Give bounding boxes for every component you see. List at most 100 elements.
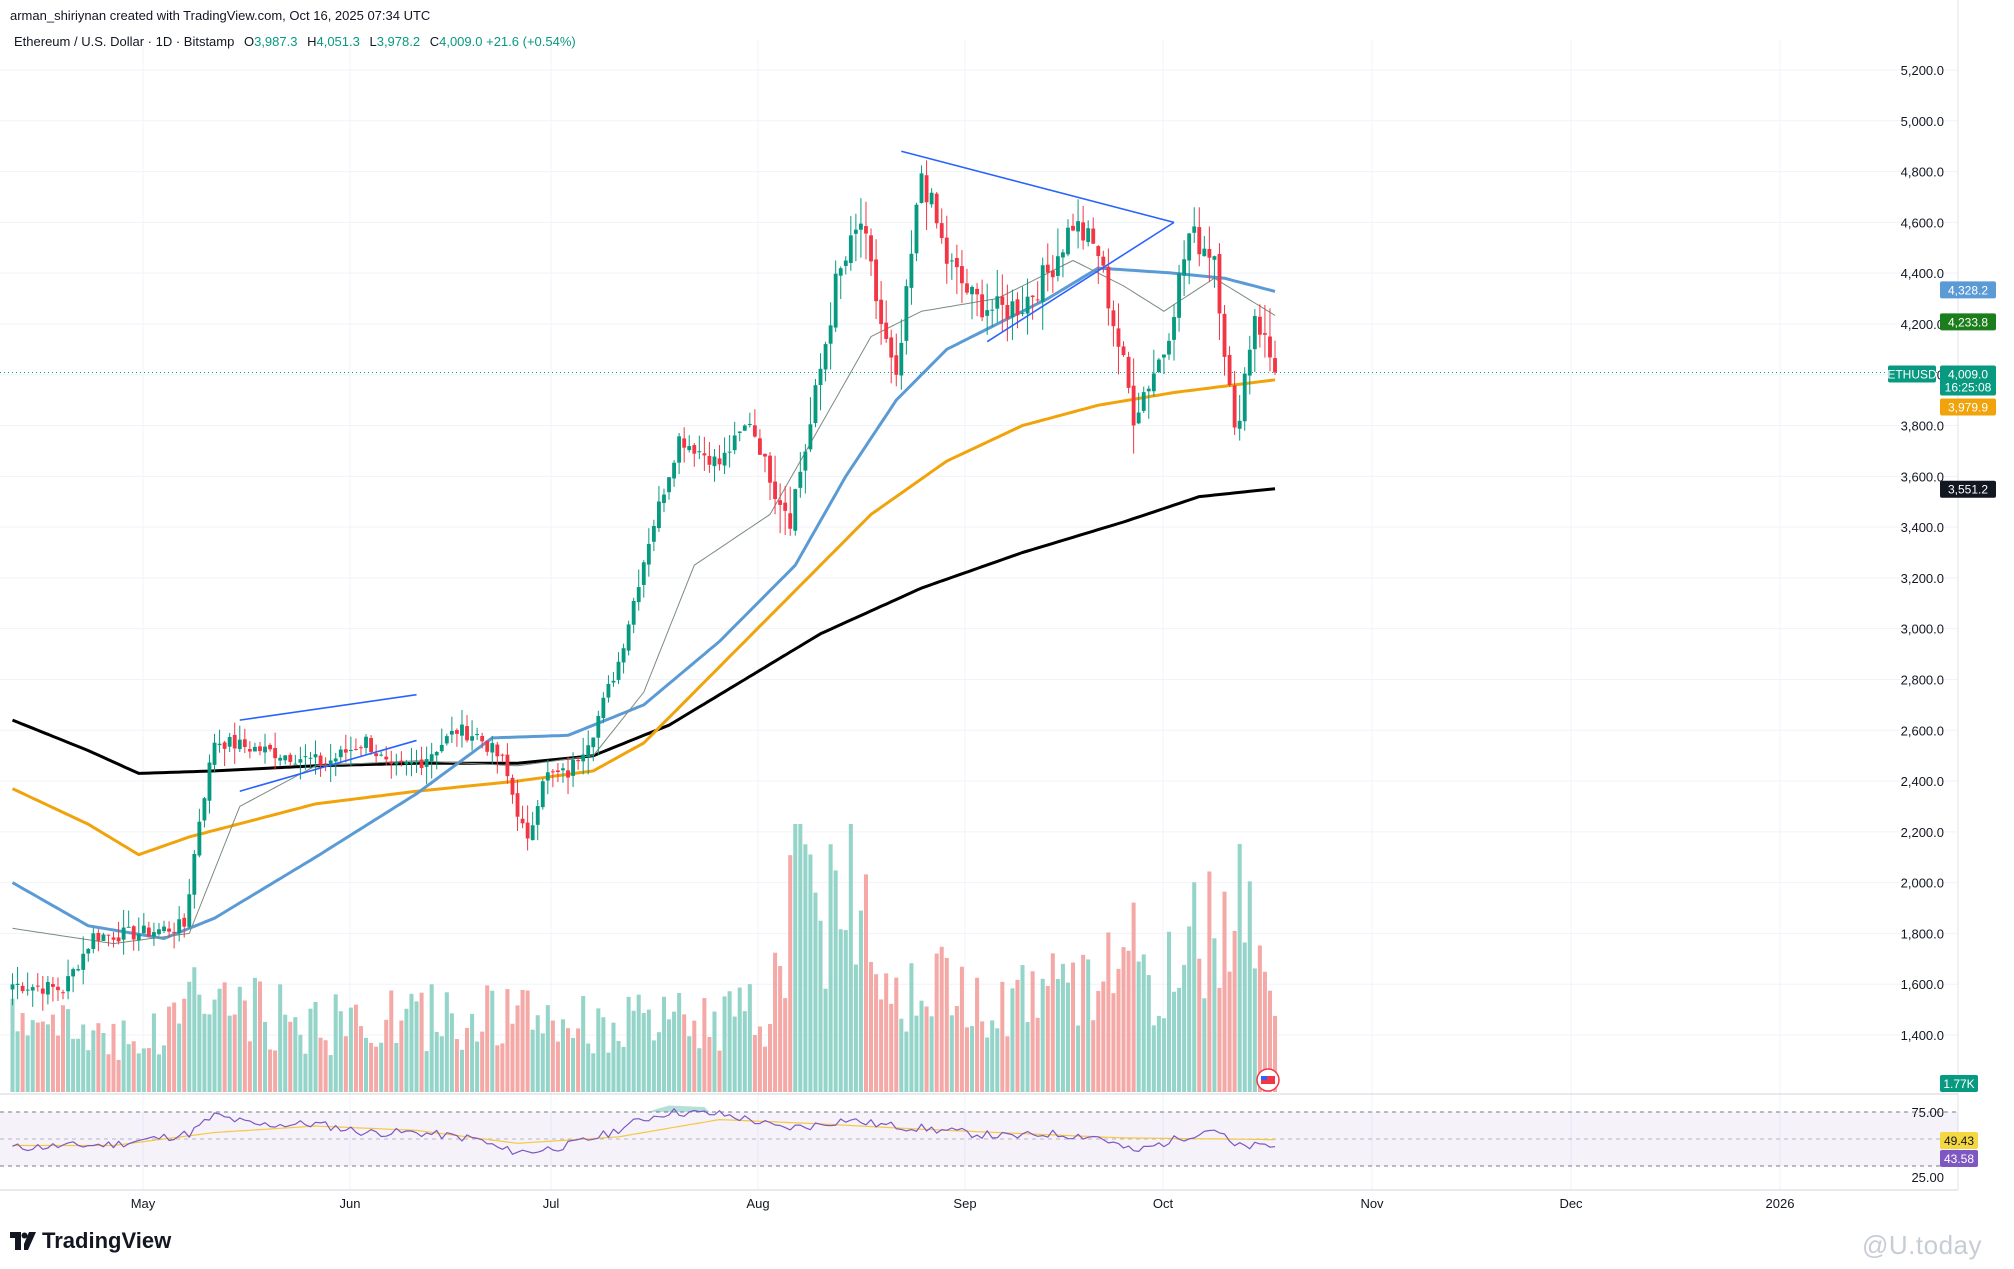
time-tick: Jul xyxy=(543,1196,560,1211)
candle-body xyxy=(980,294,985,318)
volume-bar xyxy=(1010,988,1015,1092)
candle-body xyxy=(1091,228,1096,244)
volume-bar xyxy=(1045,985,1050,1092)
symbol-badge-bg xyxy=(1888,365,1936,383)
channel-upper[interactable] xyxy=(239,693,417,721)
candle-body xyxy=(1217,254,1222,314)
candle-body xyxy=(1005,304,1010,319)
channel-lower[interactable] xyxy=(239,739,417,792)
candle-body xyxy=(828,325,833,344)
candle-body xyxy=(525,822,530,839)
candle-body xyxy=(1197,227,1202,255)
tradingview-logo[interactable]: TradingView xyxy=(10,1228,171,1254)
volume-bar xyxy=(869,961,874,1092)
volume-bar xyxy=(298,1034,303,1092)
candle-body xyxy=(1263,333,1267,335)
candle-body xyxy=(853,229,858,234)
volume-bar xyxy=(641,1013,646,1092)
ma200-line xyxy=(11,487,1276,775)
volume-bar xyxy=(1111,993,1116,1092)
volume-bar xyxy=(1257,945,1262,1092)
candle-body xyxy=(202,798,207,821)
volume-bar xyxy=(1121,947,1126,1092)
candle-body xyxy=(1232,385,1237,428)
volume-bar xyxy=(15,1031,20,1092)
volume-bar xyxy=(374,1046,379,1092)
volume-bar xyxy=(1197,958,1202,1092)
volume-bar xyxy=(1146,975,1151,1092)
candle-body xyxy=(101,934,106,941)
candle-body xyxy=(364,736,368,748)
candle-body xyxy=(530,825,535,841)
candle-body xyxy=(111,937,116,940)
candle-body xyxy=(369,738,373,753)
candle-body xyxy=(1187,233,1192,261)
candle-body xyxy=(1227,354,1232,385)
candle-body xyxy=(1126,356,1131,388)
badge-text: 3,551.2 xyxy=(1948,483,1988,497)
price-tick: 3,600.0 xyxy=(1901,469,1944,484)
volume-bar xyxy=(773,952,778,1092)
candle-body xyxy=(182,917,187,927)
volume-bar xyxy=(949,1015,954,1092)
trendlines[interactable] xyxy=(239,150,1175,792)
volume-bar xyxy=(121,1020,126,1092)
candle-body xyxy=(177,919,182,934)
candle-body xyxy=(566,770,570,778)
volume-bar xyxy=(1071,962,1076,1092)
volume-bar xyxy=(752,1035,757,1092)
candle-body xyxy=(263,746,267,753)
candle-body xyxy=(455,730,459,734)
volume-bar xyxy=(510,1023,515,1092)
volume-bar xyxy=(439,1036,444,1092)
candle-body xyxy=(439,744,444,752)
volume-bar xyxy=(1141,954,1146,1092)
volume-bar xyxy=(197,994,202,1092)
candle-body xyxy=(742,425,747,431)
volume-bar xyxy=(434,1031,439,1092)
volume-bar xyxy=(1177,987,1182,1092)
volume-bar xyxy=(257,981,262,1092)
candle-body xyxy=(1055,256,1060,276)
volume-bar xyxy=(490,990,495,1092)
candle-body xyxy=(35,985,40,987)
volume-bar xyxy=(1237,843,1242,1092)
volume-bar xyxy=(1202,998,1207,1092)
candle-body xyxy=(141,925,146,934)
volume-bar xyxy=(1076,1025,1081,1092)
volume-bar xyxy=(172,1002,177,1092)
volume-bar xyxy=(879,999,884,1092)
volume-bar xyxy=(217,988,222,1092)
us-flag-icon[interactable] xyxy=(1256,1068,1280,1092)
symbol-desc[interactable]: Ethereum / U.S. Dollar · 1D · Bitstamp xyxy=(14,34,235,49)
volume-bar xyxy=(1262,971,1267,1092)
candle-body xyxy=(242,739,247,747)
triangle-lower[interactable] xyxy=(986,221,1175,343)
volume-bar xyxy=(601,1017,606,1092)
volume-bar xyxy=(651,1040,656,1092)
volume-bar xyxy=(909,963,914,1092)
volume-bar xyxy=(606,1052,611,1092)
candle-body xyxy=(556,770,560,773)
triangle-upper[interactable] xyxy=(901,150,1175,224)
candle-body xyxy=(596,715,601,738)
volume-bar xyxy=(985,1037,990,1092)
volume-bar xyxy=(975,977,980,1092)
candle-body xyxy=(899,342,904,376)
volume-bar xyxy=(566,1028,571,1092)
candle-body xyxy=(1071,225,1075,231)
volume-bar xyxy=(964,1027,969,1092)
candle-body xyxy=(611,680,616,683)
volume-bar xyxy=(1267,990,1272,1092)
volume-bar xyxy=(1096,990,1101,1092)
candle-body xyxy=(131,926,136,940)
candle-body xyxy=(540,781,545,808)
volume-bar xyxy=(939,946,944,1092)
volume-bar xyxy=(914,1015,919,1092)
volume-bar xyxy=(823,988,828,1092)
volume-bar xyxy=(636,994,641,1092)
price-tick: 5,200.0 xyxy=(1901,63,1944,78)
candle-body xyxy=(1242,373,1247,422)
volume-bar xyxy=(1227,971,1232,1092)
